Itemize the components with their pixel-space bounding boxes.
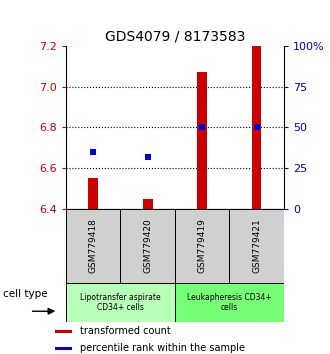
Text: GSM779420: GSM779420 [143, 219, 152, 273]
Point [199, 125, 205, 130]
Bar [66, 283, 175, 322]
Text: transformed count: transformed count [80, 326, 170, 336]
Point [145, 154, 150, 160]
Point [254, 125, 259, 130]
Bar [175, 283, 284, 322]
Text: GSM779421: GSM779421 [252, 219, 261, 273]
Text: GSM779418: GSM779418 [89, 218, 98, 274]
Bar [229, 209, 284, 283]
Bar [175, 209, 229, 283]
Bar [197, 73, 207, 209]
Bar [88, 178, 98, 209]
Bar [54, 348, 72, 350]
Bar [143, 199, 152, 209]
Text: GSM779419: GSM779419 [198, 218, 207, 274]
Bar [66, 209, 120, 283]
Text: cell type: cell type [3, 289, 48, 299]
Bar [252, 46, 261, 209]
Point [90, 149, 96, 155]
Text: percentile rank within the sample: percentile rank within the sample [80, 343, 245, 353]
Text: Lipotransfer aspirate
CD34+ cells: Lipotransfer aspirate CD34+ cells [80, 293, 161, 312]
Bar [54, 331, 72, 333]
Bar [120, 209, 175, 283]
Text: Leukapheresis CD34+
cells: Leukapheresis CD34+ cells [187, 293, 272, 312]
Title: GDS4079 / 8173583: GDS4079 / 8173583 [105, 29, 245, 44]
